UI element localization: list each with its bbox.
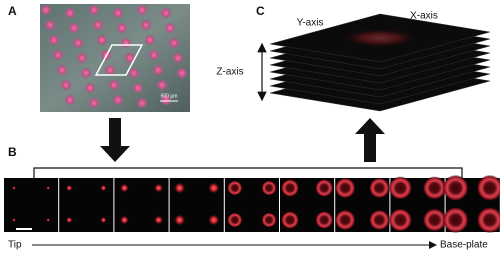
start-label: Tip (8, 240, 22, 251)
micro-dot (44, 19, 56, 31)
strip-spot (315, 179, 334, 197)
micro-dot (168, 37, 180, 49)
micro-dot (164, 22, 176, 34)
micro-dot (144, 34, 156, 46)
micro-dot (116, 22, 128, 34)
strip-spot (46, 218, 51, 222)
strip-spot (442, 174, 469, 202)
bracket (33, 167, 463, 178)
strip-spot (100, 184, 107, 192)
image-strip (4, 174, 500, 234)
strip-spot (281, 211, 299, 229)
strip-spot (100, 216, 107, 224)
micro-dot (92, 19, 104, 31)
micro-dot (60, 79, 72, 91)
micro-dot (56, 64, 68, 76)
micro-dot (140, 19, 152, 31)
strip-spot (153, 183, 164, 193)
strip-spot (281, 179, 299, 197)
strip-spot (334, 177, 356, 199)
micro-dot (80, 67, 92, 79)
strip-spot (261, 212, 277, 228)
micro-dot (84, 82, 96, 94)
panel-label: B (8, 145, 17, 159)
micro-dot (76, 52, 88, 64)
micro-dot (88, 97, 100, 109)
up-arrow (355, 118, 385, 162)
strip-spot (227, 212, 243, 228)
micro-dot (48, 34, 60, 46)
strip-spot (476, 206, 500, 234)
strip-spot (173, 181, 186, 195)
micrograph (40, 4, 190, 112)
micro-dot (148, 49, 160, 61)
strip-spot (65, 216, 73, 224)
micro-dot (64, 7, 76, 19)
micrograph-dots (40, 4, 188, 109)
micro-dot (120, 37, 132, 49)
strip-spot (261, 180, 277, 196)
strip-spot (388, 176, 413, 200)
micro-dot (176, 67, 188, 79)
micro-dot (112, 94, 124, 106)
strip-spot (119, 215, 130, 225)
micro-dot (68, 22, 80, 34)
strip-spot (334, 209, 356, 231)
slice-signal (340, 28, 420, 48)
strip-spot (153, 215, 164, 225)
micro-dot (160, 94, 172, 106)
strip-spot (369, 177, 390, 199)
micro-dot (108, 79, 120, 91)
slice-stack (269, 13, 491, 112)
micro-dot (52, 49, 64, 61)
micro-dot (156, 79, 168, 91)
micro-dot (72, 37, 84, 49)
strip-spot (119, 183, 130, 193)
strip-spot (369, 209, 390, 231)
down-arrow (100, 118, 130, 162)
strip-spot (12, 218, 16, 222)
strip-spot (388, 208, 413, 232)
micro-dot (124, 52, 136, 64)
micro-dot (132, 82, 144, 94)
axis-label: X-axis (410, 11, 438, 22)
scale-bar-text: 500 µm (161, 93, 178, 99)
strip-spot (442, 206, 469, 234)
strip-spot (207, 181, 220, 195)
micro-dot (40, 4, 52, 16)
axis-label: Y-axis (297, 18, 324, 29)
strip-spot (476, 174, 500, 202)
micro-dot (136, 4, 148, 16)
micro-dot (172, 52, 184, 64)
axis-label: Z-axis (216, 67, 243, 78)
strip-spot (65, 184, 73, 192)
strip-spot (12, 186, 16, 190)
micro-dot (160, 7, 172, 19)
strip-spot (315, 211, 334, 229)
micro-dot (136, 97, 148, 109)
micro-dot (112, 7, 124, 19)
micro-dot (64, 94, 76, 106)
micro-dot (104, 64, 116, 76)
strip-spot (46, 186, 51, 190)
strip-frame (4, 178, 59, 232)
end-label: Base-plate (440, 240, 488, 251)
micro-dot (152, 64, 164, 76)
micro-dot (128, 67, 140, 79)
selection-box (94, 44, 144, 76)
micro-dot (88, 4, 100, 16)
micro-dot (96, 34, 108, 46)
strip-spot (422, 176, 447, 200)
strip-spot (173, 213, 186, 227)
strip-spot (207, 213, 220, 227)
panel-label: A (8, 4, 17, 18)
panel-label: C (256, 4, 265, 18)
strip-spot (227, 180, 243, 196)
strip-spot (422, 208, 447, 232)
